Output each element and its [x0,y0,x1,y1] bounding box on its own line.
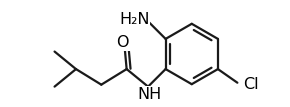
Text: NH: NH [137,87,161,102]
Text: Cl: Cl [243,77,259,92]
Text: O: O [117,35,129,50]
Text: H₂N: H₂N [119,12,150,27]
